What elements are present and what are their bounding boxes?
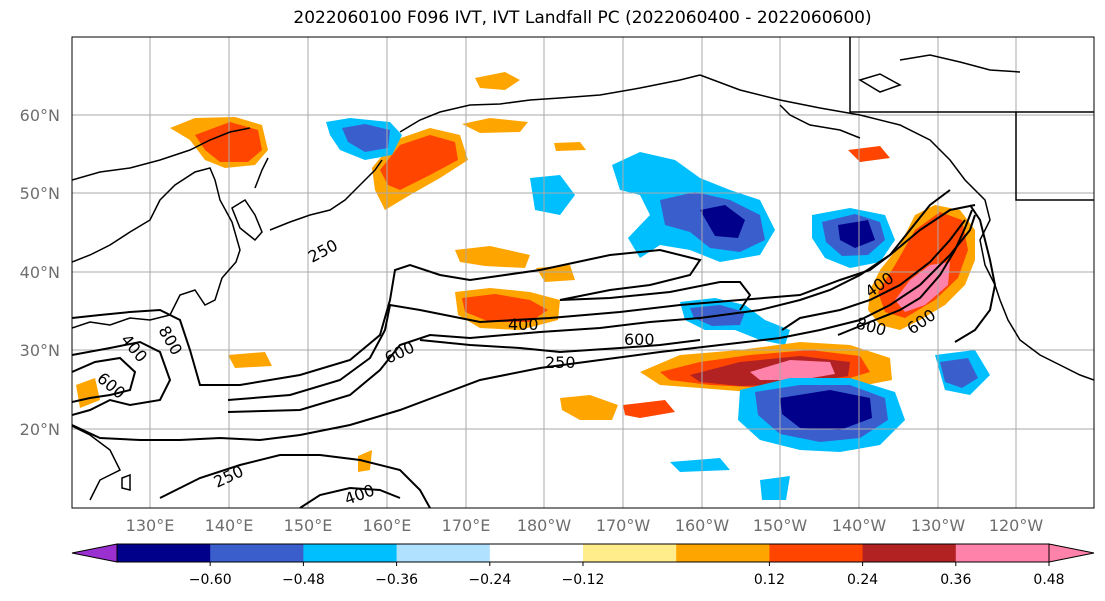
colorbar-swatch bbox=[210, 544, 304, 562]
contour-label: 400 bbox=[508, 315, 539, 334]
contour-label: 600 bbox=[624, 330, 655, 349]
lon-label: 160°E bbox=[363, 516, 412, 535]
colorbar-extend-left bbox=[71, 543, 118, 563]
colorbar-swatch bbox=[117, 544, 211, 562]
lon-label: 170°W bbox=[596, 516, 651, 535]
colorbar-tick-label: 0.12 bbox=[754, 572, 785, 588]
colorbar-swatch bbox=[396, 544, 491, 562]
colorbar-swatch bbox=[303, 544, 398, 562]
lon-label: 150°E bbox=[284, 516, 333, 535]
colorbar-tick-label: 0.24 bbox=[847, 572, 878, 588]
lat-label: 30°N bbox=[20, 341, 60, 360]
lon-label: 120°W bbox=[989, 516, 1044, 535]
ivt-contours bbox=[72, 189, 997, 508]
contour-label: 250 bbox=[545, 353, 576, 372]
colorbar-tick-label: −0.36 bbox=[375, 572, 418, 588]
lon-label: 130°E bbox=[126, 516, 175, 535]
lon-label: 140°E bbox=[205, 516, 254, 535]
colorbar-swatch bbox=[862, 544, 957, 562]
longitude-labels: 130°E 140°E 150°E 160°E 170°E 180°W 170°… bbox=[126, 516, 1044, 535]
colorbar-tick-label: −0.60 bbox=[189, 572, 232, 588]
lat-label: 40°N bbox=[20, 263, 60, 282]
lon-label: 140°W bbox=[832, 516, 887, 535]
colorbar-tick-label: 0.36 bbox=[940, 572, 971, 588]
colorbar-swatch bbox=[676, 544, 770, 562]
lat-label: 60°N bbox=[20, 106, 60, 125]
lon-label: 130°W bbox=[911, 516, 966, 535]
colorbar-tick-label: −0.12 bbox=[562, 572, 605, 588]
colorbar-swatch bbox=[955, 544, 1050, 562]
lat-label: 20°N bbox=[20, 420, 60, 439]
colorbar-tick-label: −0.48 bbox=[282, 572, 325, 588]
lat-label: 50°N bbox=[20, 184, 60, 203]
lon-label: 160°W bbox=[675, 516, 730, 535]
colorbar-extend-right bbox=[1048, 543, 1095, 563]
map-frame bbox=[71, 36, 1095, 509]
colorbar-swatch bbox=[583, 544, 677, 562]
coastlines bbox=[72, 37, 1094, 501]
lon-label: 170°E bbox=[442, 516, 491, 535]
latitude-labels: 60°N 50°N 40°N 30°N 20°N bbox=[20, 106, 60, 439]
lon-label: 180°W bbox=[517, 516, 572, 535]
colorbar-swatch bbox=[489, 544, 584, 562]
map-title: 2022060100 F096 IVT, IVT Landfall PC (20… bbox=[293, 8, 872, 28]
colorbar-tick-label: −0.24 bbox=[468, 572, 511, 588]
colorbar-swatch bbox=[769, 544, 864, 562]
colorbar: −0.60 −0.48 −0.36 −0.24 −0.12 0.12 0.24 0.36 0.4… bbox=[71, 543, 1095, 588]
colorbar-tick-label: 0.48 bbox=[1033, 572, 1064, 588]
lon-label: 150°W bbox=[753, 516, 808, 535]
